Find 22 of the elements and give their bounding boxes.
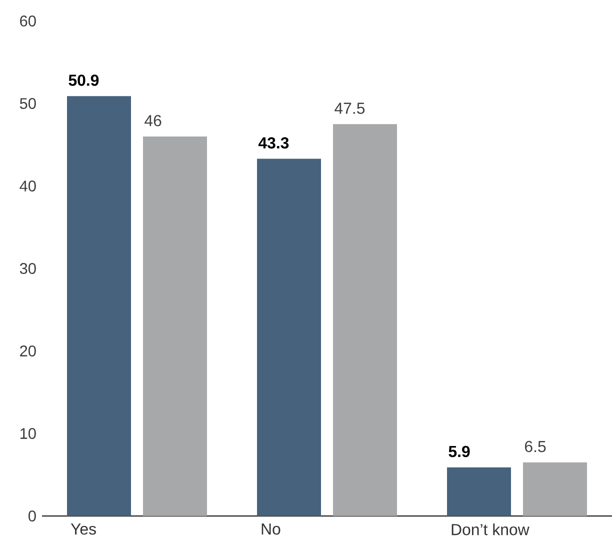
y-tick-label: 60 [20, 16, 36, 26]
bar [143, 136, 208, 516]
data-label: 5.9 [448, 446, 470, 458]
x-tick-label: Don’t know [452, 524, 530, 536]
x-tick-label: Yes [70, 524, 96, 535]
data-label: 47.5 [334, 102, 365, 114]
data-label: 50.9 [68, 74, 99, 86]
x-tick-label: No [262, 524, 280, 535]
bar [447, 467, 512, 516]
y-tick-label: 10 [20, 428, 36, 439]
data-label: 46 [144, 115, 162, 126]
data-label: 43.3 [258, 137, 289, 149]
y-tick-label: 40 [20, 180, 36, 192]
bar [523, 462, 588, 516]
y-tick-label: 30 [20, 263, 36, 274]
y-tick-label: 20 [20, 346, 36, 356]
y-tick-label: 50 [20, 98, 36, 109]
data-label: 6.5 [525, 440, 546, 452]
bar [333, 124, 398, 516]
bar [67, 96, 131, 516]
bar [257, 158, 322, 516]
y-tick-label: 0 [28, 510, 36, 522]
